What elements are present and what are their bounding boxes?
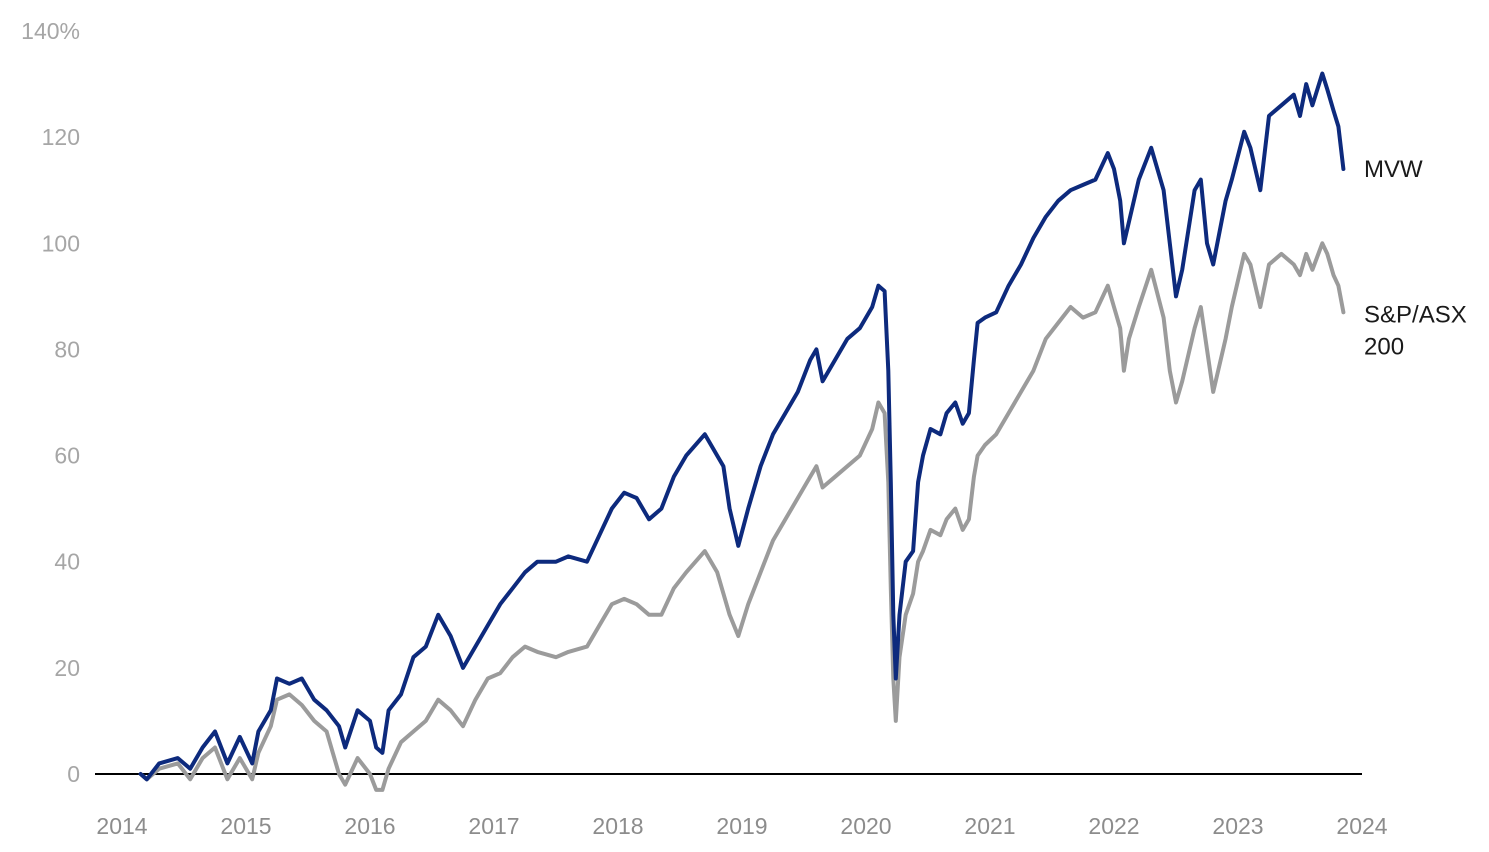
series-label: S&P/ASX 200 bbox=[1364, 301, 1467, 360]
x-tick-label: 2018 bbox=[592, 813, 643, 839]
series-labels: MVW S&P/ASX 200 bbox=[1364, 156, 1467, 360]
y-tick-label: 60 bbox=[54, 443, 80, 469]
x-axis-ticks: 2014 2015 2016 2017 2018 2019 2020 2021 2022 2023… bbox=[96, 813, 1387, 839]
y-tick-label: 120 bbox=[42, 124, 80, 150]
series-label-line: 200 bbox=[1364, 333, 1404, 360]
y-tick-label: 40 bbox=[54, 549, 80, 575]
series-label-line: S&P/ASX bbox=[1364, 301, 1467, 328]
x-tick-label: 2020 bbox=[840, 813, 891, 839]
x-tick-label: 2015 bbox=[220, 813, 271, 839]
x-tick-label: 2017 bbox=[468, 813, 519, 839]
x-tick-label: 2022 bbox=[1088, 813, 1139, 839]
y-tick-label: 100 bbox=[42, 230, 80, 256]
x-tick-label: 2014 bbox=[96, 813, 147, 839]
x-tick-label: 2023 bbox=[1212, 813, 1263, 839]
series-line bbox=[138, 241, 1346, 792]
y-tick-label: 80 bbox=[54, 336, 80, 362]
y-tick-label: 20 bbox=[54, 655, 80, 681]
x-tick-label: 2021 bbox=[964, 813, 1015, 839]
series-label-line: MVW bbox=[1364, 156, 1423, 183]
y-tick-label: 140% bbox=[21, 18, 80, 44]
y-axis-ticks: 0 20 40 60 80 100 120 140% bbox=[21, 18, 80, 787]
series-lines bbox=[138, 71, 1346, 792]
series-line bbox=[138, 71, 1346, 782]
y-tick-label: 0 bbox=[67, 761, 80, 787]
series-label: MVW bbox=[1364, 156, 1423, 183]
x-tick-label: 2016 bbox=[344, 813, 395, 839]
x-tick-label: 2024 bbox=[1336, 813, 1387, 839]
x-tick-label: 2019 bbox=[716, 813, 767, 839]
